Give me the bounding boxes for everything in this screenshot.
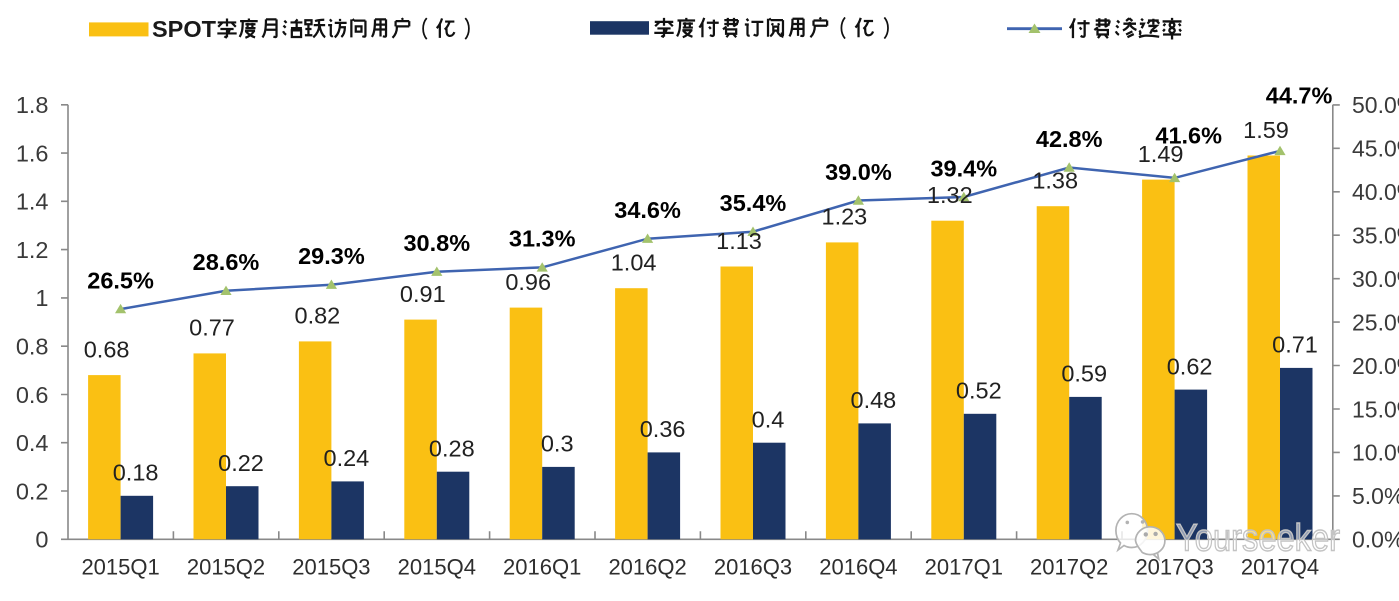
svg-text:2015Q1: 2015Q1: [81, 554, 159, 579]
svg-text:0.8: 0.8: [16, 334, 49, 360]
svg-text:42.8%: 42.8%: [1036, 126, 1103, 152]
svg-text:2017Q4: 2017Q4: [1241, 554, 1319, 579]
svg-text:0.77: 0.77: [189, 315, 235, 341]
svg-text:44.7%: 44.7%: [1266, 83, 1333, 109]
svg-text:0.91: 0.91: [400, 281, 446, 307]
svg-text:2017Q2: 2017Q2: [1030, 554, 1108, 579]
svg-text:1: 1: [35, 285, 48, 311]
svg-text:0.71: 0.71: [1272, 332, 1318, 358]
svg-text:0.62: 0.62: [1167, 353, 1213, 379]
svg-text:31.3%: 31.3%: [509, 226, 576, 252]
svg-text:40.0%: 40.0%: [1352, 179, 1399, 205]
svg-text:0.96: 0.96: [505, 269, 551, 295]
svg-text:20.0%: 20.0%: [1352, 353, 1399, 379]
svg-text:0.59: 0.59: [1061, 361, 1107, 387]
svg-text:1.23: 1.23: [822, 204, 868, 230]
svg-text:SPOT: SPOT: [152, 16, 217, 42]
svg-text:0.4: 0.4: [752, 407, 785, 433]
svg-text:0.24: 0.24: [324, 445, 370, 471]
svg-text:0.36: 0.36: [640, 416, 686, 442]
svg-text:26.5%: 26.5%: [87, 267, 154, 293]
svg-text:2017Q1: 2017Q1: [925, 554, 1003, 579]
svg-text:1.6: 1.6: [16, 140, 49, 166]
svg-text:35.0%: 35.0%: [1352, 223, 1399, 249]
svg-text:1.38: 1.38: [1032, 168, 1078, 194]
svg-text:0: 0: [35, 527, 48, 553]
svg-text:0.82: 0.82: [295, 303, 341, 329]
svg-text:2015Q4: 2015Q4: [398, 554, 476, 579]
svg-text:45.0%: 45.0%: [1352, 136, 1399, 162]
svg-text:2016Q4: 2016Q4: [819, 554, 897, 579]
svg-text:15.0%: 15.0%: [1352, 396, 1399, 422]
svg-text:0.48: 0.48: [851, 387, 897, 413]
svg-text:1.13: 1.13: [716, 228, 762, 254]
svg-text:41.6%: 41.6%: [1155, 123, 1222, 149]
svg-text:0.0%: 0.0%: [1352, 527, 1399, 553]
svg-text:10.0%: 10.0%: [1352, 440, 1399, 466]
svg-text:0.28: 0.28: [429, 436, 475, 462]
svg-text:2016Q1: 2016Q1: [503, 554, 581, 579]
svg-text:0.2: 0.2: [16, 478, 49, 504]
svg-text:25.0%: 25.0%: [1352, 309, 1399, 335]
svg-text:2015Q3: 2015Q3: [292, 554, 370, 579]
svg-text:1.04: 1.04: [611, 250, 657, 276]
svg-text:1.2: 1.2: [16, 237, 49, 263]
svg-text:0.18: 0.18: [113, 460, 159, 486]
svg-text:39.0%: 39.0%: [825, 159, 892, 185]
svg-text:0.6: 0.6: [16, 382, 49, 408]
svg-text:1.32: 1.32: [927, 182, 973, 208]
svg-text:Yourseeker: Yourseeker: [1176, 516, 1340, 559]
svg-text:0.52: 0.52: [956, 378, 1002, 404]
svg-text:2016Q2: 2016Q2: [608, 554, 686, 579]
svg-text:30.0%: 30.0%: [1352, 266, 1399, 292]
svg-text:0.3: 0.3: [541, 431, 574, 457]
svg-text:28.6%: 28.6%: [193, 249, 260, 275]
svg-text:39.4%: 39.4%: [930, 155, 997, 181]
svg-text:34.6%: 34.6%: [614, 197, 681, 223]
svg-text:35.4%: 35.4%: [720, 190, 787, 216]
svg-text:50.0%: 50.0%: [1352, 92, 1399, 118]
svg-text:1.59: 1.59: [1243, 117, 1289, 143]
svg-text:5.0%: 5.0%: [1352, 483, 1399, 509]
svg-text:1.8: 1.8: [16, 92, 49, 118]
svg-text:1.49: 1.49: [1138, 141, 1184, 167]
svg-text:29.3%: 29.3%: [298, 243, 365, 269]
svg-text:0.68: 0.68: [84, 336, 130, 362]
svg-text:2015Q2: 2015Q2: [187, 554, 265, 579]
svg-text:2017Q3: 2017Q3: [1135, 554, 1213, 579]
svg-text:0.4: 0.4: [16, 430, 49, 456]
svg-text:2016Q3: 2016Q3: [714, 554, 792, 579]
svg-text:30.8%: 30.8%: [403, 230, 470, 256]
svg-text:1.4: 1.4: [16, 189, 49, 215]
svg-text:0.22: 0.22: [218, 450, 264, 476]
